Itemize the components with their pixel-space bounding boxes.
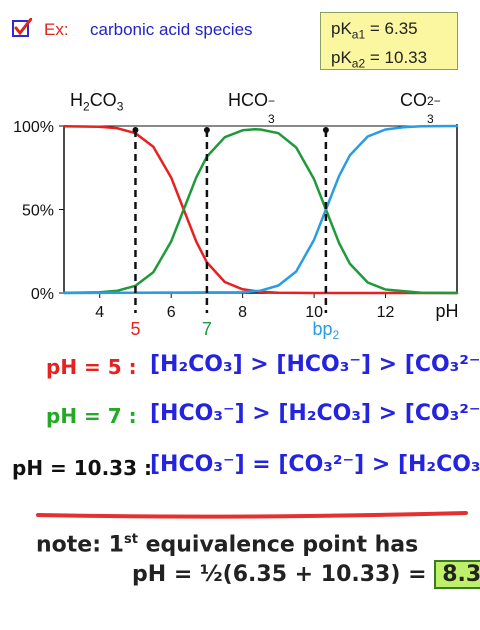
note-prefix: note: 1: [36, 532, 124, 558]
x-axis-label: pH: [435, 301, 458, 321]
marker-label-2: bp2: [313, 319, 340, 342]
species-h2co3-sub2: 3: [116, 99, 124, 114]
x-tick-label: 4: [95, 304, 104, 321]
species-hco3-charge: −: [268, 94, 276, 108]
chart-marker-lines: [132, 127, 329, 313]
pka2-subscript: a2: [351, 56, 366, 71]
pka-info-box: pKa1 = 6.35 pKa2 = 10.33: [320, 12, 458, 71]
ph7-inequality: [HCO₃⁻] > [H₂CO₃] > [CO₃²⁻]: [150, 401, 480, 426]
species-h2co3-base: H: [70, 90, 83, 110]
pka2-value: = 10.33: [369, 48, 428, 68]
species-co3-base: CO: [400, 90, 427, 110]
note-line-1: note: 1st equivalence point has: [36, 532, 418, 557]
pka1-label: pK: [331, 19, 352, 38]
note-ordinal-suffix: st: [123, 532, 138, 547]
series-line-0: [62, 124, 459, 295]
marker-dot-0: [132, 127, 139, 133]
ph7-label: pH = 7 :: [46, 404, 137, 428]
chart-axes: [59, 124, 458, 298]
species-h2co3-sub1: 2: [83, 99, 90, 114]
ph1033-label: pH = 10.33 :: [12, 456, 152, 480]
species-h2co3-rest: CO: [89, 90, 117, 110]
note-line-2: pH = ½(6.35 + 10.33) = 8.34: [132, 560, 480, 589]
ph1033-inequality: [HCO₃⁻] = [CO₃²⁻] > [H₂CO₃]: [150, 452, 480, 477]
pka1-row: pKa1 = 6.35: [331, 17, 447, 46]
species-label-hco3: HCO − 3: [228, 90, 280, 126]
ph5-label: pH = 5 :: [46, 355, 137, 379]
pka2-label: pK: [331, 48, 352, 68]
marker-label-0: 5: [130, 319, 140, 339]
marker-dot-2: [322, 127, 329, 133]
species-hco3-sub: 3: [268, 112, 275, 126]
divider-line: [36, 511, 468, 519]
ph5-inequality: [H₂CO₃] > [HCO₃⁻] > [CO₃²⁻]: [150, 352, 480, 377]
x-tick-label: 6: [167, 304, 176, 321]
x-tick-label: 10: [305, 304, 323, 321]
species-hco3-base: HCO: [228, 90, 268, 110]
note-formula: pH = ½(6.35 + 10.33) =: [132, 562, 427, 587]
chart-labels: 100% 50% 0% 4 6 8 10 12 pH 5 7 bp2: [13, 119, 458, 342]
y-tick-label: 100%: [13, 119, 54, 136]
note-text: equivalence point has: [137, 532, 419, 558]
example-title: carbonic acid species: [90, 20, 253, 39]
marker-label-sub: 2: [333, 328, 340, 342]
series-line-1: [62, 128, 459, 295]
species-co3-charge: 2−: [427, 94, 441, 108]
x-tick-label: 12: [377, 304, 395, 321]
species-label-co3: CO 2− 3: [400, 90, 449, 126]
pka1-value: = 6.35: [369, 19, 418, 38]
chart-curves: [62, 124, 459, 295]
species-co3-sub: 3: [427, 112, 434, 126]
example-label: Ex:: [44, 20, 69, 39]
species-distribution-chart: 100% 50% 0% 4 6 8 10 12 pH 5 7 bp2: [13, 119, 459, 342]
species-label-h2co3: H2CO3: [70, 90, 123, 114]
x-tick-label: 8: [238, 304, 247, 321]
y-tick-label: 50%: [22, 203, 54, 220]
pka1-subscript: a1: [351, 27, 366, 42]
series-line-2: [62, 124, 459, 295]
y-tick-label: 0%: [31, 286, 54, 303]
pka2-row: pKa2 = 10.33: [331, 46, 447, 75]
marker-dot-1: [203, 127, 210, 133]
answer-highlight: 8.34: [434, 560, 480, 589]
checkbox-checked-icon: [12, 18, 32, 37]
marker-label-1: 7: [202, 319, 212, 339]
